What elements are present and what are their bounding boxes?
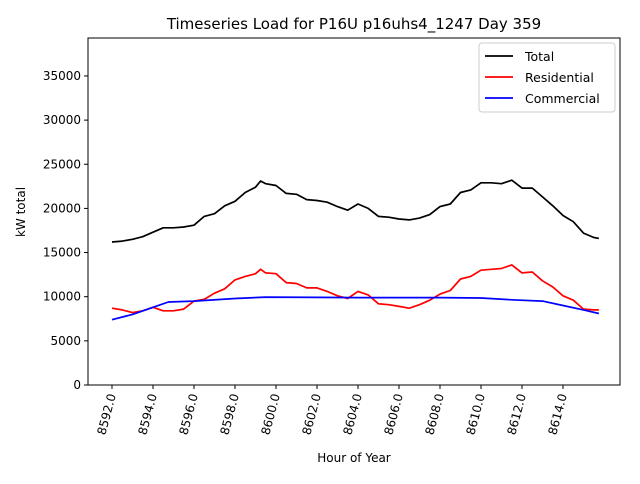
- plot-frame: [87, 37, 621, 386]
- legend-label: Commercial: [525, 91, 600, 106]
- x-tick-label: 8594.0: [135, 392, 159, 436]
- legend-label: Residential: [525, 70, 594, 85]
- x-tick-label: 8606.0: [382, 392, 406, 436]
- x-tick-label: 8596.0: [176, 392, 200, 436]
- series-line-commercial: [111, 296, 600, 321]
- series-layer: [111, 179, 600, 321]
- legend-label: Total: [524, 49, 554, 64]
- x-tick-label: 8608.0: [423, 392, 447, 436]
- y-tick-label: 25000: [43, 157, 81, 171]
- x-tick-label: 8612.0: [505, 392, 529, 436]
- x-axis-label: Hour of Year: [317, 451, 391, 465]
- ticks-layer: 8592.0 8594.0 8596.0 8598.0 8600.0 8602.0 8604…: [43, 69, 570, 436]
- x-tick-label: 8598.0: [217, 392, 241, 436]
- y-tick-label: 35000: [43, 69, 81, 83]
- x-tick-label: 8610.0: [464, 392, 488, 436]
- y-tick-label: 0: [73, 378, 81, 392]
- y-tick-label: 15000: [43, 246, 81, 260]
- x-tick-label: 8592.0: [94, 392, 118, 436]
- x-tick-label: 8604.0: [341, 392, 365, 436]
- y-tick-label: 20000: [43, 201, 81, 215]
- y-axis-label: kW total: [14, 187, 28, 237]
- x-tick-label: 8614.0: [546, 392, 570, 436]
- y-tick-label: 30000: [43, 113, 81, 127]
- legend: Total Residential Commercial: [478, 42, 616, 113]
- chart-title: Timeseries Load for P16U p16uhs4_1247 Da…: [166, 15, 541, 34]
- series-line-total: [111, 179, 600, 243]
- y-tick-label: 5000: [50, 334, 81, 348]
- y-tick-label: 10000: [43, 290, 81, 304]
- legend-box: [478, 42, 616, 113]
- series-line-residential: [111, 264, 599, 314]
- x-tick-label: 8602.0: [300, 392, 324, 436]
- x-tick-label: 8600.0: [258, 392, 282, 436]
